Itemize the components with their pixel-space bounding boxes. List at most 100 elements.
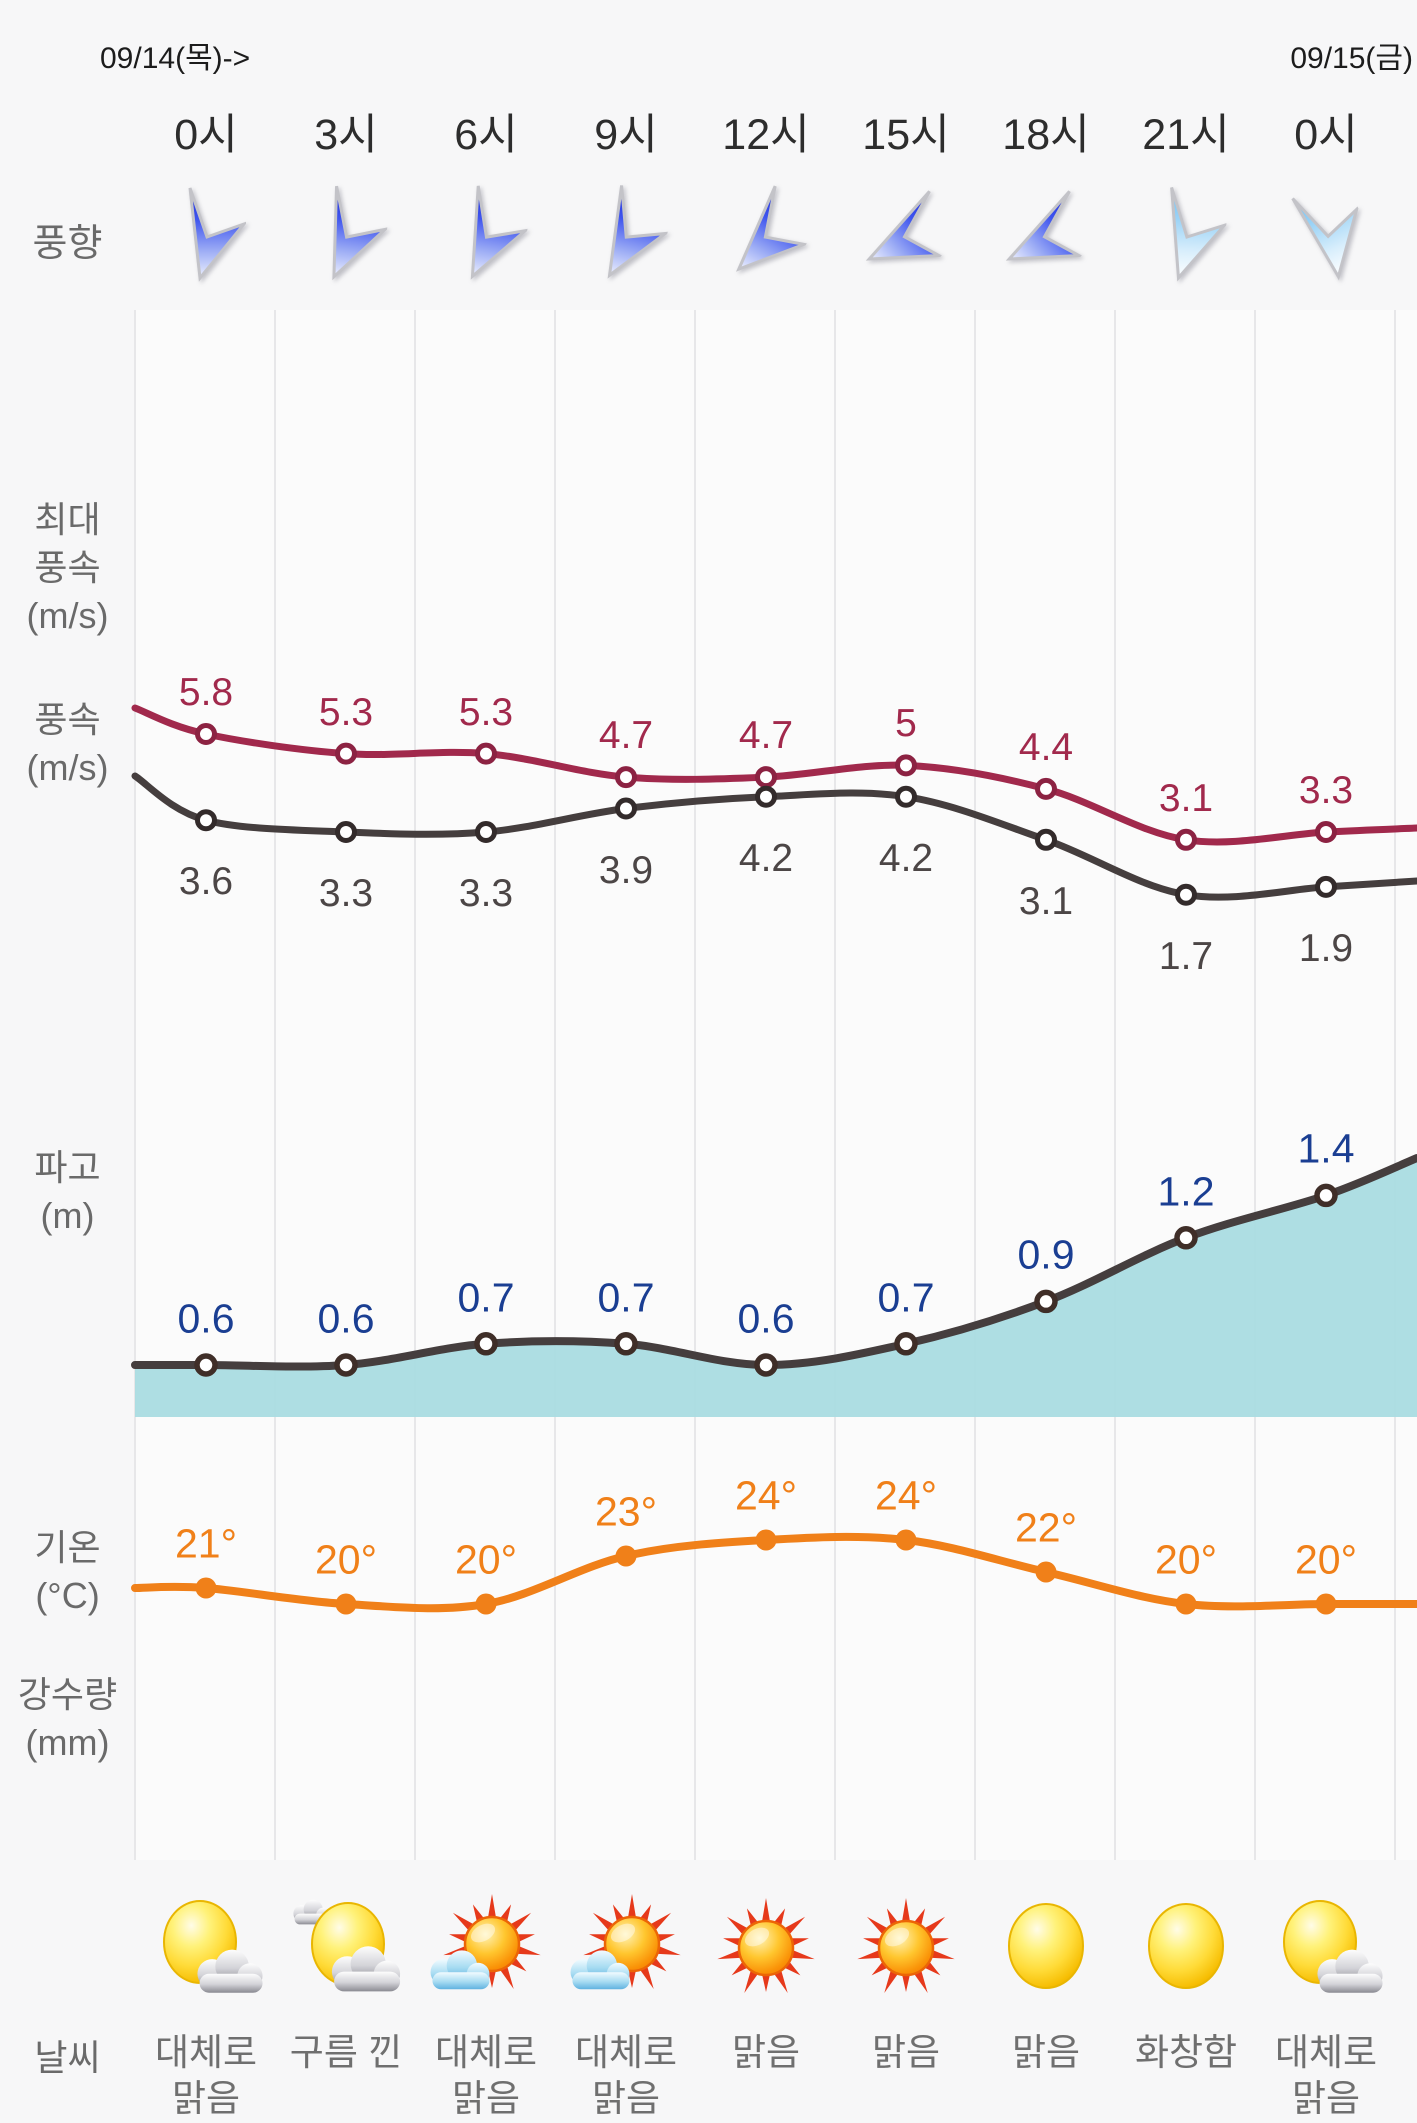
time-label: 21시 [1142, 111, 1230, 159]
max-wind-value: 5 [895, 702, 917, 746]
wind-speed-value: 1.7 [1158, 934, 1214, 978]
date-range-start: 09/14(목)-> [100, 42, 251, 75]
weather-item: 맑음 [958, 1894, 1134, 2076]
temperature-value: 20° [1294, 1536, 1358, 1583]
max-wind-value: 4.7 [598, 714, 654, 758]
weather-label: 맑음 [731, 2032, 801, 2073]
weather-label: 화창함 [1134, 2032, 1238, 2073]
time-label: 0시 [174, 111, 238, 159]
gridline [974, 310, 976, 1860]
weather-item: 맑음 [818, 1894, 994, 2076]
weather-label: 대체로 맑음 [574, 2032, 678, 2119]
wind-speed-value: 3.3 [458, 872, 514, 915]
wind-direction-icon [865, 184, 946, 284]
weather-label: 대체로 맑음 [154, 2032, 258, 2119]
gridline [1254, 310, 1256, 1860]
time-label: 18시 [1002, 111, 1090, 159]
wave-height-value: 0.7 [877, 1274, 935, 1321]
weather-item: 대체로 맑음 [398, 1894, 574, 2122]
max-wind-value: 5.8 [178, 671, 234, 714]
row-label-wind-direction: 풍향 [32, 223, 103, 265]
date-range-end: 09/15(금) [1290, 42, 1413, 75]
time-label: 9시 [594, 111, 658, 159]
temperature-value: 21° [174, 1520, 238, 1567]
wind-speed-value: 1.9 [1298, 926, 1354, 970]
wave-height-value: 1.2 [1157, 1168, 1215, 1215]
max-wind-value: 5.3 [458, 690, 514, 734]
weather-label: 맑음 [871, 2032, 941, 2073]
row-label-wind-speed: 풍속 (m/s) [26, 699, 109, 788]
gridline [1114, 310, 1116, 1860]
wind-direction-icon [1286, 184, 1366, 284]
time-label: 12시 [722, 111, 810, 159]
time-label: 6시 [454, 111, 518, 159]
wind-direction-icon [1146, 184, 1229, 284]
temperature-value: 20° [314, 1536, 378, 1583]
weather-item: 대체로 맑음 [1238, 1894, 1414, 2122]
wind-speed-value: 4.2 [738, 836, 794, 880]
wind-direction-icon [306, 184, 390, 284]
wind-speed-value: 3.1 [1018, 879, 1074, 923]
temperature-value: 20° [1154, 1536, 1218, 1583]
weather-item: 대체로 맑음 [538, 1894, 714, 2122]
weather-label: 대체로 맑음 [434, 2032, 538, 2119]
gridline [834, 310, 836, 1860]
temperature-value: 24° [734, 1472, 798, 1519]
weather-label: 맑음 [1011, 2032, 1081, 2073]
temperature-value: 22° [1014, 1504, 1078, 1551]
time-label: 15시 [862, 111, 950, 159]
gridline [694, 310, 696, 1860]
sun-cloud-icon [163, 1900, 263, 1993]
row-label-max-wind-speed: 최대 풍속 (m/s) [26, 499, 109, 636]
row-label-precipitation: 강수량 (mm) [17, 1674, 118, 1763]
weather-item: 맑음 [678, 1894, 854, 2076]
weather-label: 대체로 맑음 [1274, 2032, 1378, 2119]
sun-rays-icon [857, 1898, 955, 1993]
max-wind-value: 4.7 [738, 714, 794, 758]
wave-height-value: 0.9 [1017, 1231, 1075, 1278]
sun-rays-cloud-icon [430, 1894, 541, 1990]
sun-icon [1148, 1903, 1224, 1989]
temperature-value: 23° [594, 1488, 658, 1535]
wind-direction-icon [726, 184, 810, 284]
sun-cloud-icon [1283, 1900, 1383, 1993]
wave-height-value: 0.6 [317, 1295, 375, 1342]
time-label: 0시 [1294, 111, 1358, 159]
row-label-wave-height: 파고 (m) [34, 1147, 101, 1236]
wind-direction-icon [166, 184, 249, 284]
wave-height-value: 0.7 [597, 1274, 655, 1321]
gridline [1394, 310, 1396, 1860]
weather-item: 구름 낀 [258, 1894, 434, 2076]
wind-direction-icon [586, 184, 671, 284]
temperature-value: 24° [874, 1472, 938, 1519]
wind-direction-icon [446, 184, 531, 284]
max-wind-value: 3.3 [1298, 769, 1354, 812]
weather-item: 대체로 맑음 [118, 1894, 294, 2122]
time-label: 3시 [314, 111, 378, 159]
wave-height-value: 1.4 [1297, 1125, 1355, 1172]
wind-speed-value: 3.3 [318, 872, 374, 915]
plot-background [135, 310, 1417, 1860]
weather-label: 구름 낀 [289, 2032, 403, 2073]
sun-rays-cloud-icon [570, 1894, 681, 1990]
gridline [554, 310, 556, 1860]
max-wind-value: 4.4 [1018, 725, 1074, 769]
row-label-weather: 날씨 [34, 2037, 101, 2078]
gridline [414, 310, 416, 1860]
wave-height-value: 0.6 [737, 1295, 795, 1342]
wave-height-value: 0.6 [177, 1295, 235, 1342]
sun-icon [1008, 1903, 1084, 1989]
wind-speed-value: 4.2 [878, 836, 934, 880]
max-wind-value: 3.1 [1158, 776, 1214, 820]
sun-rays-icon [717, 1898, 815, 1993]
row-label-temperature: 기온 (°C) [34, 1527, 101, 1616]
gridline [274, 310, 276, 1860]
wind-speed-value: 3.9 [598, 848, 654, 892]
max-wind-value: 5.3 [318, 690, 374, 734]
gridline [134, 310, 136, 1860]
temperature-value: 20° [454, 1536, 518, 1583]
wind-speed-value: 3.6 [178, 860, 234, 904]
sun-two-clouds-icon [293, 1899, 401, 1992]
wind-direction-icon [1005, 184, 1086, 284]
